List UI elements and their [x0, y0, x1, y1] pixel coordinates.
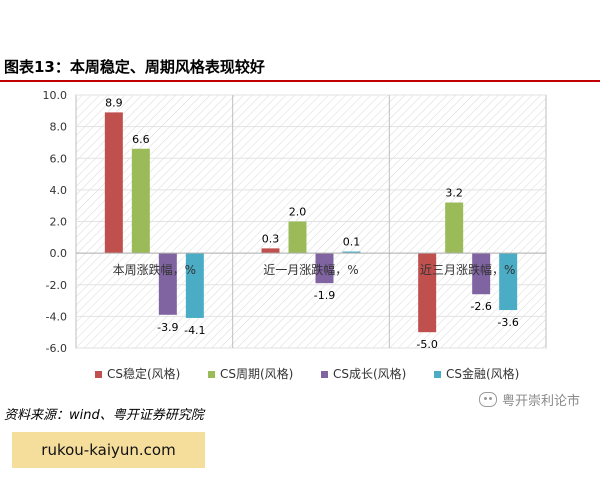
- value-labels: 8.9 6.6 -3.9 -4.1 0.3 2.0 -1.9 0.1 -5.0 3.2 -2.6 -3…: [105, 96, 519, 351]
- bar: [418, 253, 437, 333]
- legend-label: CS周期(风格): [220, 366, 293, 381]
- bar: [158, 253, 177, 315]
- bar: [185, 253, 204, 318]
- value-label: 3.2: [445, 187, 463, 200]
- value-label: 6.6: [132, 133, 150, 146]
- y-tick-label: 6.0: [50, 152, 68, 165]
- value-label: -1.9: [314, 289, 335, 302]
- category-label: 近三月涨跌幅，%: [420, 262, 515, 277]
- bar: [131, 148, 150, 254]
- value-label: -2.6: [470, 300, 491, 313]
- figure-title: 图表13：本周稳定、周期风格表现较好: [4, 58, 265, 76]
- title-rule: [0, 80, 600, 82]
- y-tick-label: 2.0: [50, 216, 68, 229]
- y-tick-label: 10.0: [43, 89, 68, 102]
- value-label: -3.9: [157, 321, 178, 334]
- y-axis-tick-labels: 10.0 8.0 6.0 4.0 2.0 0.0 -2.0 -4.0 -6.0: [43, 89, 68, 355]
- category-label: 本周涨跌幅，%: [113, 262, 196, 277]
- value-label: 0.1: [343, 236, 361, 249]
- bar: [499, 253, 518, 311]
- url-badge: rukou-kaiyun.com: [12, 432, 205, 468]
- source-note: 资料来源：wind、粤开证券研究院: [4, 408, 204, 423]
- wechat-icon: [478, 392, 497, 407]
- value-label: -4.1: [184, 324, 205, 337]
- value-label: 2.0: [289, 206, 307, 219]
- y-tick-label: 4.0: [50, 184, 68, 197]
- watermark: 粤开崇利论市: [478, 390, 580, 409]
- legend: CS稳定(风格) CS周期(风格) CS成长(风格) CS金融(风格): [95, 366, 519, 381]
- y-tick-label: -4.0: [46, 310, 67, 323]
- bar: [315, 253, 334, 284]
- value-label: 8.9: [105, 96, 123, 109]
- value-label: 0.3: [262, 232, 280, 245]
- y-tick-label: -2.0: [46, 279, 67, 292]
- category-labels: 本周涨跌幅，% 近一月涨跌幅，% 近三月涨跌幅，%: [113, 262, 516, 277]
- category-label: 近一月涨跌幅，%: [263, 262, 358, 277]
- value-label: -5.0: [416, 338, 437, 351]
- legend-swatch: [321, 371, 328, 378]
- legend-swatch: [208, 371, 215, 378]
- bar: [104, 112, 123, 254]
- bar: [288, 221, 307, 254]
- bar: [261, 248, 280, 254]
- legend-label: CS稳定(风格): [107, 366, 180, 381]
- legend-label: CS成长(风格): [333, 366, 406, 381]
- watermark-text: 粤开崇利论市: [501, 394, 580, 409]
- legend-swatch: [434, 371, 441, 378]
- bar: [445, 202, 464, 254]
- legend-swatch: [95, 371, 102, 378]
- bar: [342, 251, 361, 254]
- bar: [472, 253, 491, 295]
- grouped-bar-chart: 10.0 8.0 6.0 4.0 2.0 0.0 -2.0 -4.0 -6.0 本周涨跌幅，% 近…: [43, 89, 547, 381]
- bars: [104, 112, 518, 333]
- y-tick-label: 8.0: [50, 121, 68, 134]
- legend-label: CS金融(风格): [446, 366, 519, 381]
- value-label: -3.6: [497, 316, 518, 329]
- y-tick-label: 0.0: [50, 247, 68, 260]
- y-tick-label: -6.0: [46, 342, 67, 355]
